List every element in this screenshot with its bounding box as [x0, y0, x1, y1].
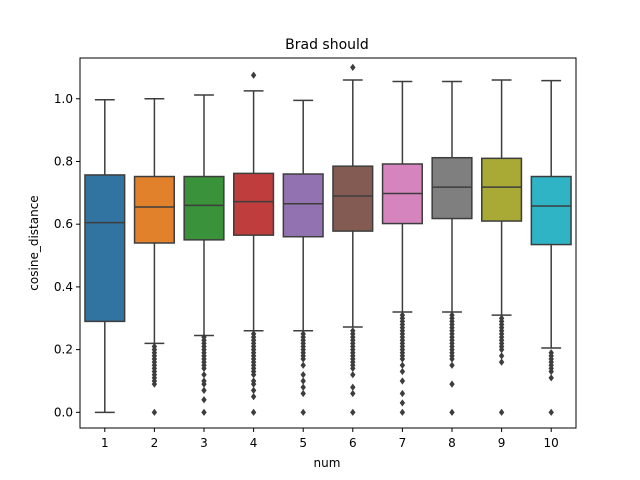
- box-10: [530, 79, 572, 416]
- iqr-box: [332, 165, 374, 232]
- y-tick-label: 1.0: [54, 92, 73, 106]
- outlier-point: [498, 358, 505, 366]
- x-tick-label: 2: [151, 436, 159, 450]
- outlier-point: [449, 361, 455, 369]
- y-tick-label: 0.0: [54, 405, 73, 419]
- outlier-point: [201, 371, 207, 379]
- outlier-point: [399, 377, 406, 385]
- chart-title: Brad should: [285, 37, 369, 53]
- outlier-point: [399, 389, 406, 398]
- iqr-box: [431, 156, 473, 220]
- y-tick-label: 0.4: [54, 280, 73, 294]
- outlier-point: [350, 63, 356, 72]
- y-tick-label: 0.2: [54, 343, 73, 357]
- outlier-point: [250, 71, 257, 79]
- outlier-point: [350, 383, 356, 391]
- outlier-point: [250, 408, 257, 416]
- outlier-point: [300, 330, 306, 338]
- outlier-point: [399, 361, 406, 369]
- outlier-point: [498, 314, 505, 322]
- outlier-point: [449, 380, 455, 388]
- outlier-point: [548, 408, 554, 416]
- box-7: [381, 80, 423, 416]
- y-tick-label: 0.8: [54, 154, 73, 168]
- box-3: [183, 94, 225, 416]
- iqr-box: [183, 175, 225, 241]
- outlier-point: [498, 408, 505, 416]
- x-axis: 1 2 3 4 5 6 7 8 9 10: [101, 428, 559, 450]
- outlier-point: [399, 408, 406, 416]
- box-8: [431, 80, 473, 416]
- outlier-point: [250, 377, 257, 385]
- y-tick-label: 0.6: [54, 217, 73, 231]
- outlier-point: [300, 383, 306, 391]
- outlier-point: [250, 393, 257, 401]
- x-tick-label: 10: [544, 436, 559, 450]
- outlier-point: [250, 386, 257, 394]
- outlier-point: [201, 408, 207, 416]
- iqr-box: [481, 157, 523, 222]
- outlier-point: [201, 333, 207, 341]
- outlier-point: [399, 311, 406, 319]
- iqr-box: [133, 175, 175, 244]
- x-tick-label: 4: [250, 436, 258, 450]
- x-axis-label: num: [314, 456, 341, 470]
- outlier-point: [201, 386, 207, 394]
- x-tick-label: 7: [399, 436, 407, 450]
- outlier-point: [498, 352, 505, 360]
- outlier-point: [399, 399, 406, 407]
- box-1: [84, 98, 126, 414]
- y-axis-label: cosine_distance: [27, 195, 41, 290]
- iqr-box: [84, 174, 126, 323]
- x-tick-label: 1: [101, 436, 109, 450]
- x-tick-label: 5: [299, 436, 307, 450]
- box-4: [233, 71, 275, 416]
- x-tick-label: 8: [448, 436, 456, 450]
- iqr-box: [530, 175, 572, 246]
- outlier-point: [201, 377, 207, 385]
- outlier-point: [300, 377, 306, 385]
- outlier-point: [300, 408, 306, 416]
- outlier-point: [350, 371, 356, 379]
- axes-frame: [79, 57, 577, 429]
- outlier-point: [250, 330, 257, 338]
- box-2: [133, 98, 175, 416]
- x-tick-label: 6: [349, 436, 357, 450]
- outlier-point: [300, 361, 306, 369]
- outlier-point: [300, 371, 306, 379]
- outlier-point: [151, 408, 158, 416]
- outlier-point: [201, 396, 207, 404]
- x-tick-label: 3: [200, 436, 208, 450]
- outlier-point: [151, 342, 158, 351]
- x-tick-label: 9: [498, 436, 506, 450]
- outlier-point: [350, 389, 356, 398]
- y-axis: 0.0 0.2 0.4 0.6 0.8 1.0: [54, 92, 80, 419]
- box-9: [481, 79, 523, 416]
- box-5: [282, 99, 324, 416]
- outlier-point: [548, 374, 554, 382]
- outlier-point: [449, 408, 455, 416]
- outlier-point: [350, 327, 356, 335]
- iqr-box: [282, 173, 324, 238]
- outlier-point: [399, 367, 406, 376]
- iqr-box: [233, 172, 275, 236]
- outlier-point: [548, 349, 554, 357]
- box-6: [332, 63, 374, 416]
- outlier-point: [449, 311, 455, 319]
- outlier-point: [350, 408, 356, 416]
- plot-area: [84, 63, 572, 416]
- outlier-point: [300, 389, 306, 398]
